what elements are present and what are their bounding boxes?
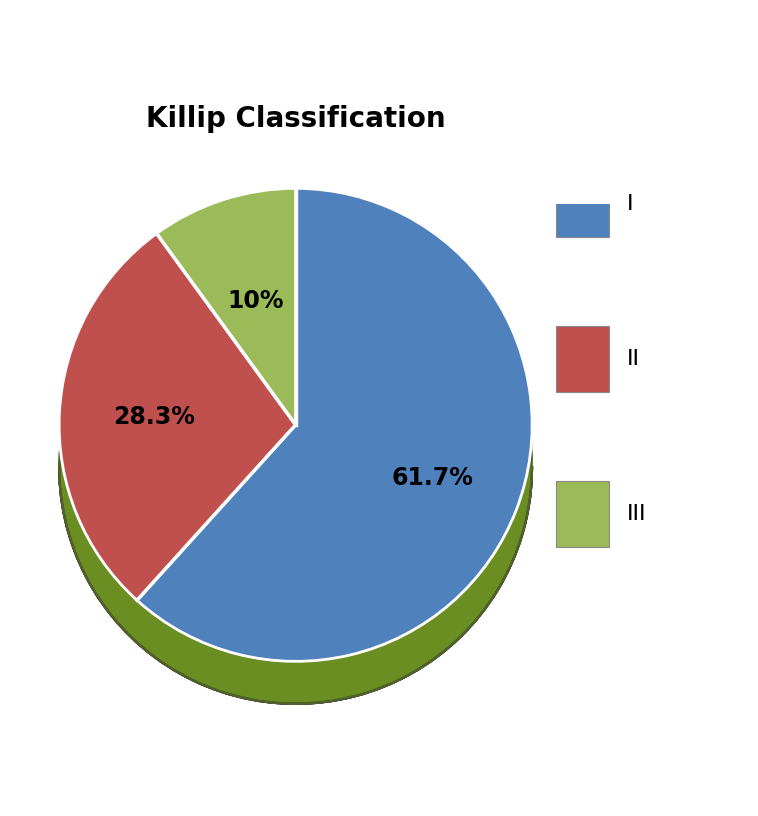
Wedge shape: [59, 233, 296, 601]
Polygon shape: [59, 425, 137, 643]
Text: II: II: [626, 349, 640, 369]
Polygon shape: [59, 425, 532, 703]
Text: 10%: 10%: [227, 289, 283, 313]
Polygon shape: [59, 425, 532, 703]
Polygon shape: [59, 425, 532, 703]
Text: 28.3%: 28.3%: [113, 406, 195, 429]
Text: III: III: [626, 504, 646, 524]
Text: 61.7%: 61.7%: [392, 466, 474, 490]
Text: I: I: [626, 194, 633, 214]
Title: Killip Classification: Killip Classification: [146, 105, 446, 133]
Bar: [556, 171, 609, 237]
Wedge shape: [137, 188, 532, 661]
Wedge shape: [157, 188, 296, 425]
Bar: [556, 481, 609, 547]
Polygon shape: [59, 188, 532, 704]
Polygon shape: [137, 425, 532, 704]
Bar: [556, 326, 609, 392]
